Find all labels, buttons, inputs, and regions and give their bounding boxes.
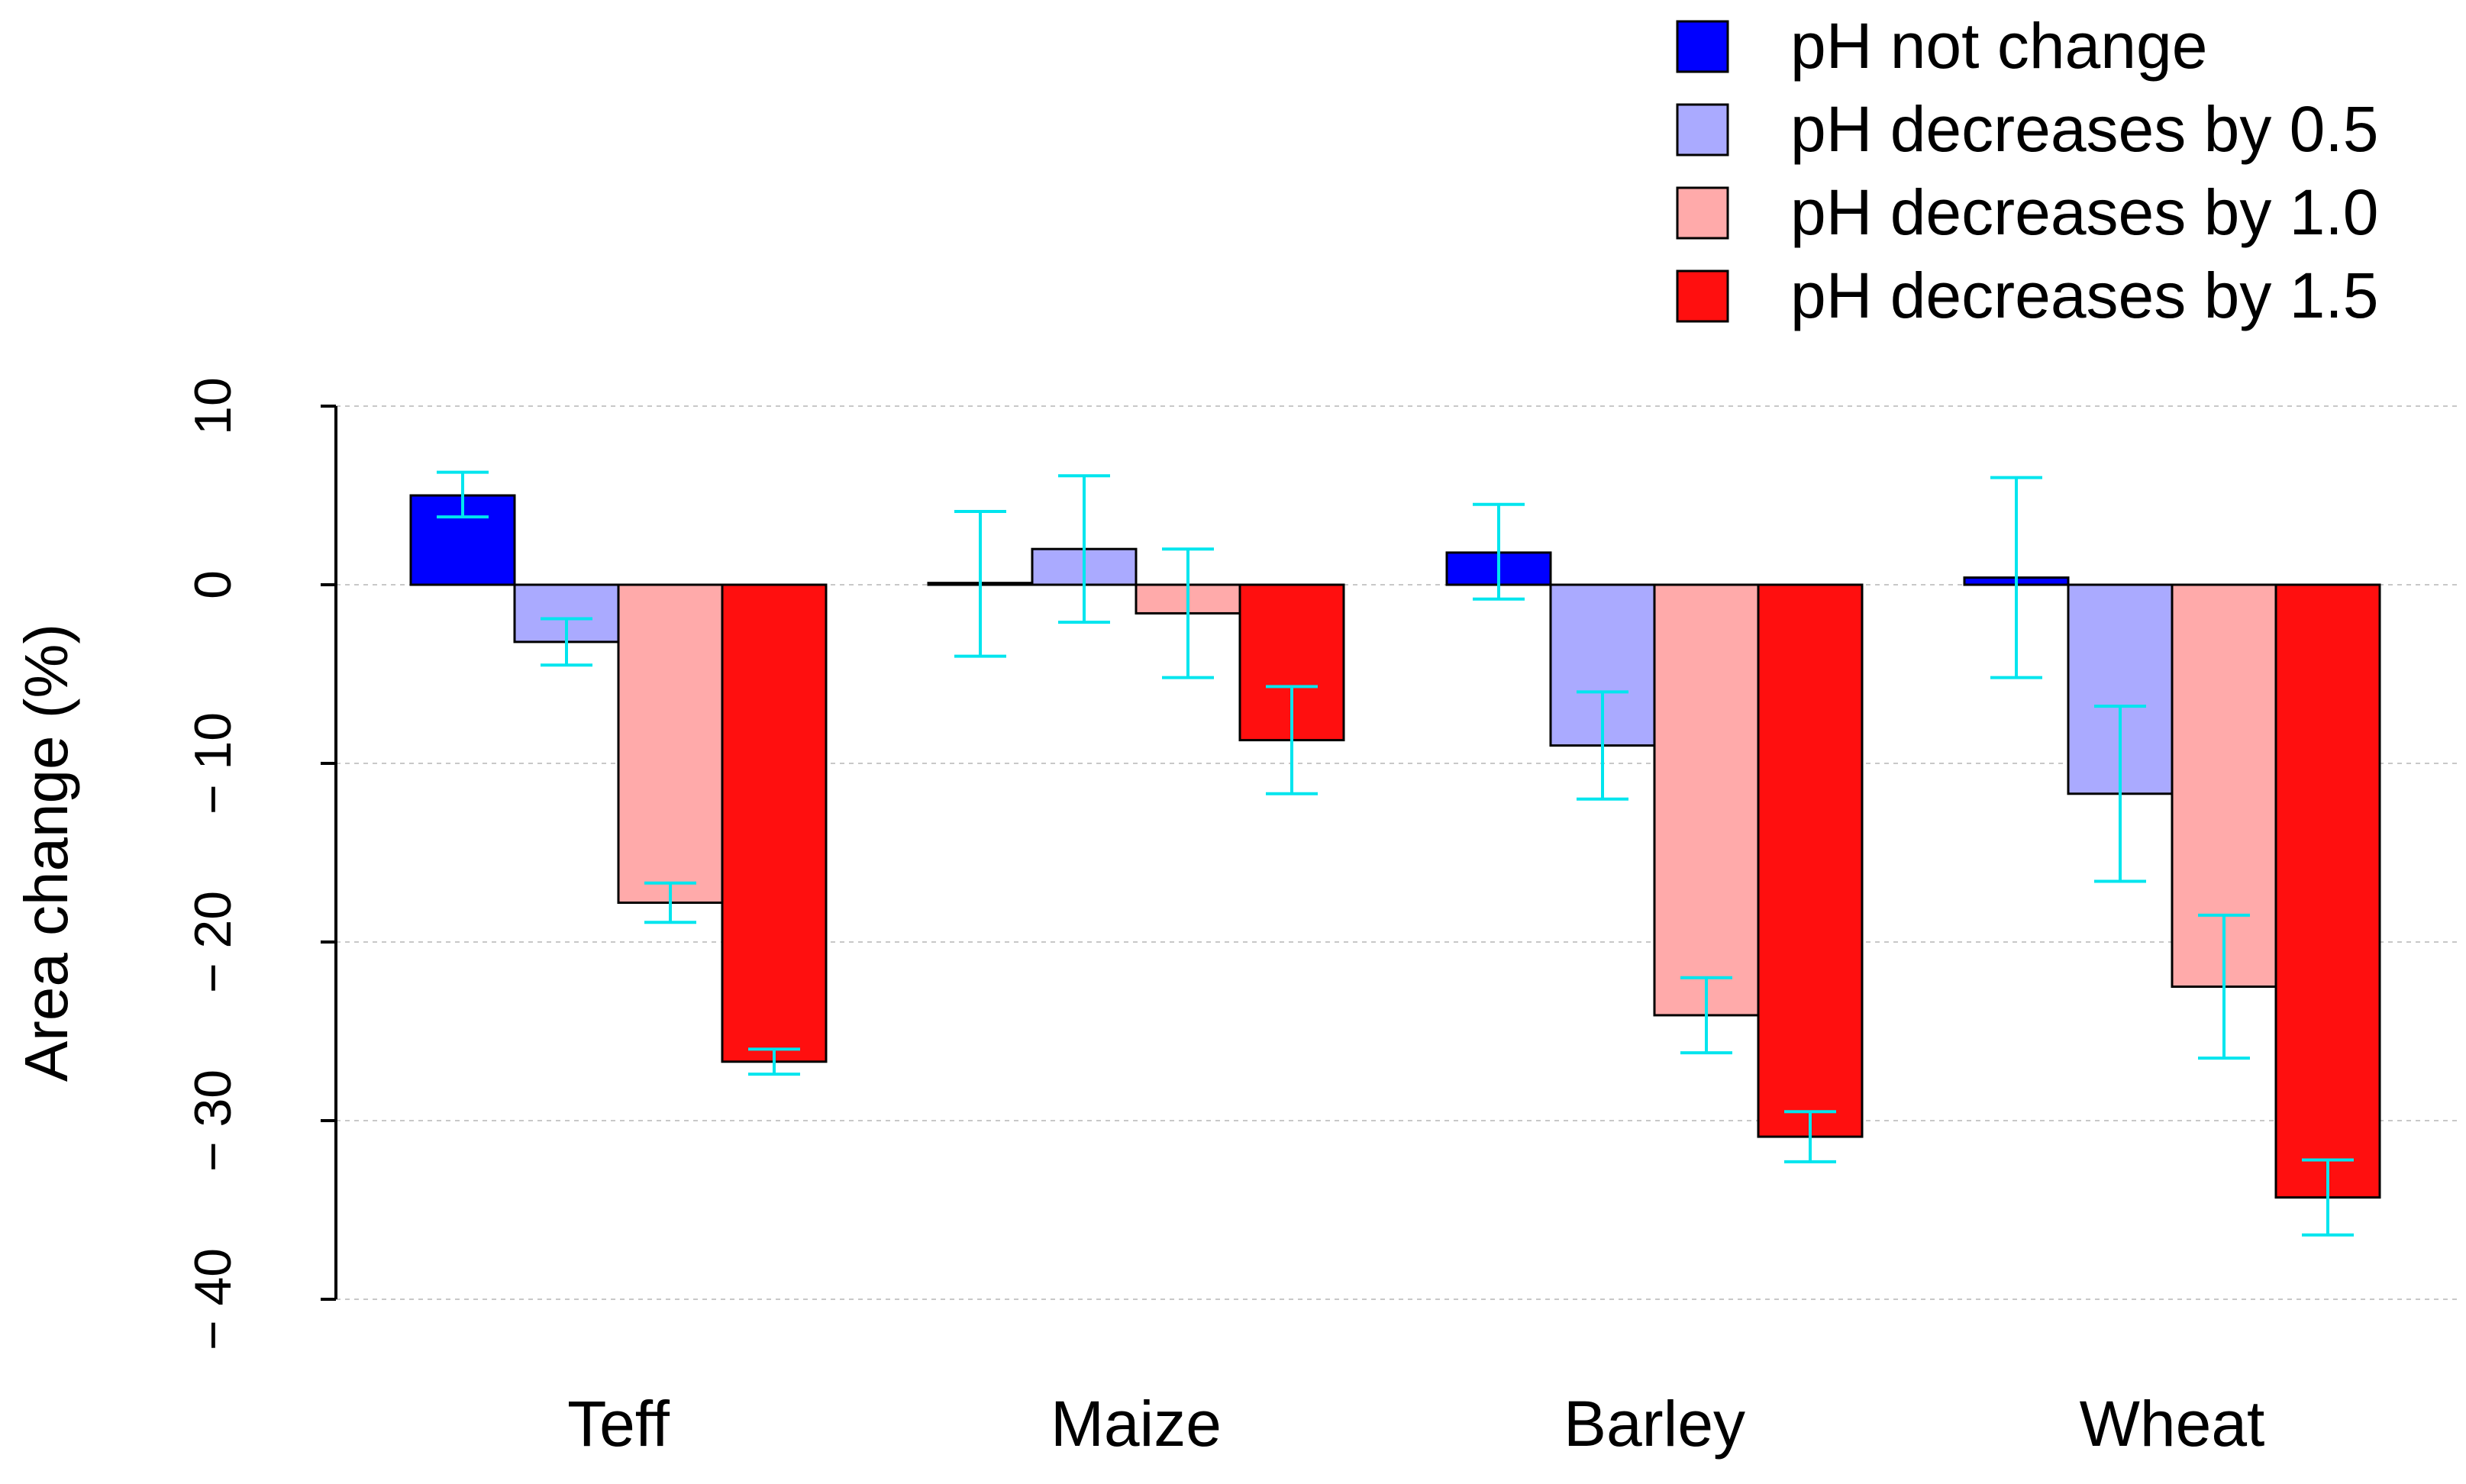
x-axis-labels: Teff Maize Barley Wheat — [567, 1388, 2264, 1460]
x-tick-label: Teff — [567, 1388, 670, 1460]
y-tick-label: 10 — [184, 377, 242, 435]
legend-swatch — [1676, 186, 1729, 240]
x-tick-label: Maize — [1051, 1388, 1222, 1460]
y-axis-label: Area change (%) — [12, 624, 80, 1082]
bar — [617, 583, 724, 905]
y-tick-label: − 30 — [184, 1069, 242, 1172]
y-tick-label: − 40 — [184, 1248, 242, 1350]
legend-swatch — [1676, 269, 1729, 323]
legend-label: pH decreases by 1.5 — [1790, 260, 2378, 331]
legend-label: pH decreases by 0.5 — [1790, 93, 2378, 165]
error-bars — [437, 470, 2354, 1237]
x-tick-label: Wheat — [2080, 1388, 2265, 1460]
bar — [721, 583, 828, 1063]
bar — [2274, 583, 2381, 1199]
y-tick-label: − 20 — [184, 891, 242, 993]
legend: pH not change pH decreases by 0.5 pH decre… — [1676, 10, 2378, 331]
bar — [1757, 583, 1864, 1138]
y-tick-label: 0 — [184, 570, 242, 599]
y-axis: 10 0 − 10 − 20 − 30 − 40 — [184, 377, 337, 1350]
legend-swatch — [1676, 103, 1729, 156]
legend-label: pH not change — [1790, 10, 2207, 82]
legend-swatch — [1676, 20, 1729, 73]
legend-label: pH decreases by 1.0 — [1790, 176, 2378, 248]
bars — [409, 494, 2381, 1199]
x-tick-label: Barley — [1564, 1388, 1745, 1460]
y-tick-label: − 10 — [184, 712, 242, 815]
bar — [1653, 583, 1760, 1017]
